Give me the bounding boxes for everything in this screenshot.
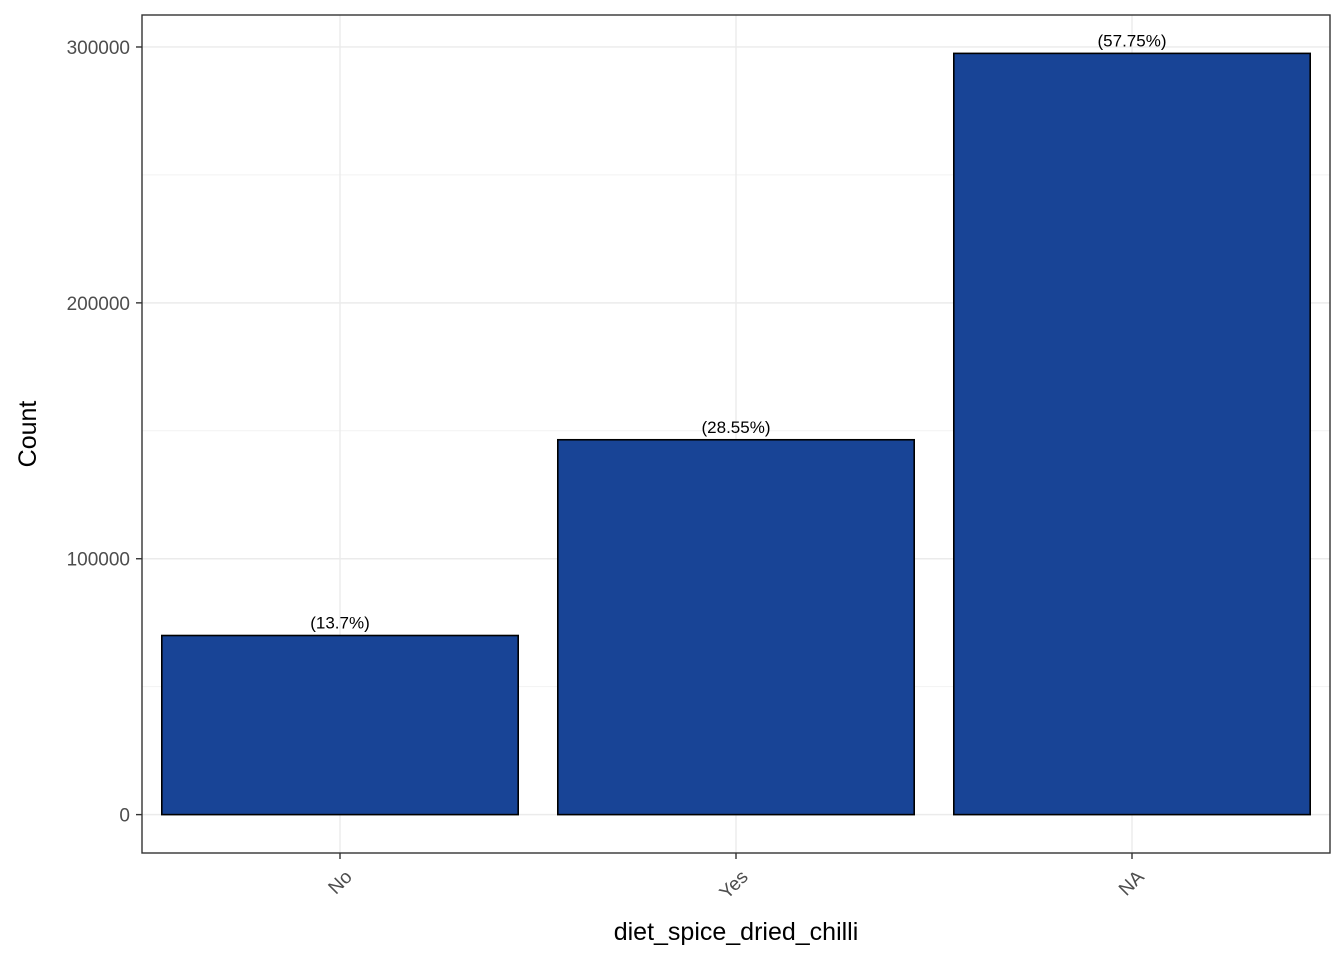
bar-na [952,52,1311,816]
y-tick-label: 200000 [67,294,130,315]
y-tick-label: 0 [119,806,130,827]
x-tick-label: Yes [716,867,753,904]
bar-label: (28.55%) [702,418,771,437]
x-axis-title: diet_spice_dried_chilli [614,918,859,946]
x-tick-label: No [325,867,357,899]
bar-labels: (13.7%) (28.55%) (57.75%) [310,31,1166,632]
bar-no [161,634,519,816]
bar-yes [556,438,915,816]
x-tick-label: NA [1115,867,1149,901]
x-axis: No Yes NA [325,853,1149,904]
bar-label: (13.7%) [310,614,370,633]
y-tick-label: 100000 [67,550,130,571]
y-axis-title: Count [14,401,42,468]
y-axis: 0 100000 200000 300000 [67,38,142,827]
y-tick-label: 300000 [67,38,130,59]
bar-label: (57.75%) [1098,31,1167,50]
bars [161,52,1311,816]
